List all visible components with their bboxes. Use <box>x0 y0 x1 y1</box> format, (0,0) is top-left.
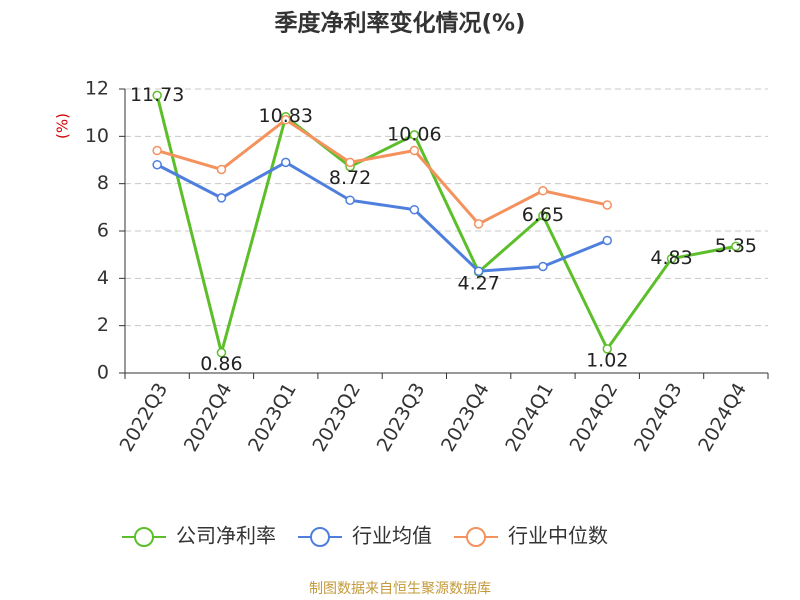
data-label: 11.73 <box>130 84 184 106</box>
data-point <box>216 164 227 175</box>
data-label: 1.02 <box>586 349 628 371</box>
data-point <box>409 145 420 156</box>
legend-item: 行业中位数 <box>454 524 608 548</box>
data-point <box>409 130 420 140</box>
legend-label: 行业均值 <box>352 524 432 548</box>
y-tick-label: 6 <box>97 220 109 242</box>
y-tick-label: 4 <box>97 267 109 289</box>
data-label: 6.65 <box>522 204 564 226</box>
legend-label: 行业中位数 <box>508 524 608 548</box>
data-point <box>216 347 227 358</box>
data-point <box>152 90 162 101</box>
data-label: 5.35 <box>715 235 757 257</box>
y-tick-label: 12 <box>85 78 109 100</box>
data-point <box>152 159 162 170</box>
data-point <box>538 210 548 221</box>
data-point <box>538 261 548 272</box>
data-label: 4.27 <box>457 272 499 294</box>
data-point <box>602 200 612 210</box>
data-point <box>473 219 484 229</box>
y-tick-label: 8 <box>97 172 109 194</box>
legend-label: 公司净利率 <box>176 524 276 548</box>
source-note: 制图数据来自恒生聚源数据库 <box>309 581 491 597</box>
data-label: 4.83 <box>650 247 692 269</box>
series-line <box>155 95 737 359</box>
x-tick-label: 2023Q1 <box>244 379 301 455</box>
data-point <box>538 186 548 196</box>
x-tick-label: 2022Q3 <box>115 379 172 455</box>
x-tick-label: 2023Q3 <box>373 379 430 455</box>
x-tick-label: 2024Q4 <box>694 379 751 455</box>
data-point <box>345 195 355 205</box>
series-line <box>156 117 608 226</box>
legend-marker <box>310 527 330 547</box>
legend-marker <box>134 527 154 547</box>
data-point <box>473 266 484 276</box>
x-tick-label: 2024Q1 <box>501 379 558 455</box>
x-tick-label: 2024Q2 <box>566 379 623 455</box>
data-point <box>666 253 677 264</box>
legend-marker <box>466 527 486 547</box>
y-tick-label: 2 <box>97 314 109 336</box>
x-tick-label: 2022Q4 <box>180 379 237 455</box>
series-line <box>156 160 608 273</box>
data-point <box>281 115 291 125</box>
data-point <box>731 241 741 252</box>
data-label: 0.86 <box>200 353 242 375</box>
data-point <box>409 204 420 215</box>
data-label: 8.72 <box>329 167 371 189</box>
y-axis-label: (%) <box>54 113 72 139</box>
data-label: 10.06 <box>387 123 441 145</box>
x-tick-label: 2024Q3 <box>630 379 687 455</box>
data-point <box>281 157 291 168</box>
data-point <box>345 157 355 168</box>
legend-item: 行业均值 <box>298 524 432 548</box>
data-label: 10.83 <box>259 105 313 127</box>
data-point <box>152 145 162 156</box>
x-tick-label: 2023Q4 <box>437 379 494 455</box>
chart-title: 季度净利率变化情况(%) <box>274 10 525 37</box>
y-tick-label: 0 <box>97 362 109 384</box>
data-point <box>602 344 612 354</box>
data-point <box>602 235 612 246</box>
x-tick-label: 2023Q2 <box>308 379 365 455</box>
y-tick-label: 10 <box>85 125 109 147</box>
data-point <box>216 193 227 203</box>
legend-item: 公司净利率 <box>122 524 276 548</box>
